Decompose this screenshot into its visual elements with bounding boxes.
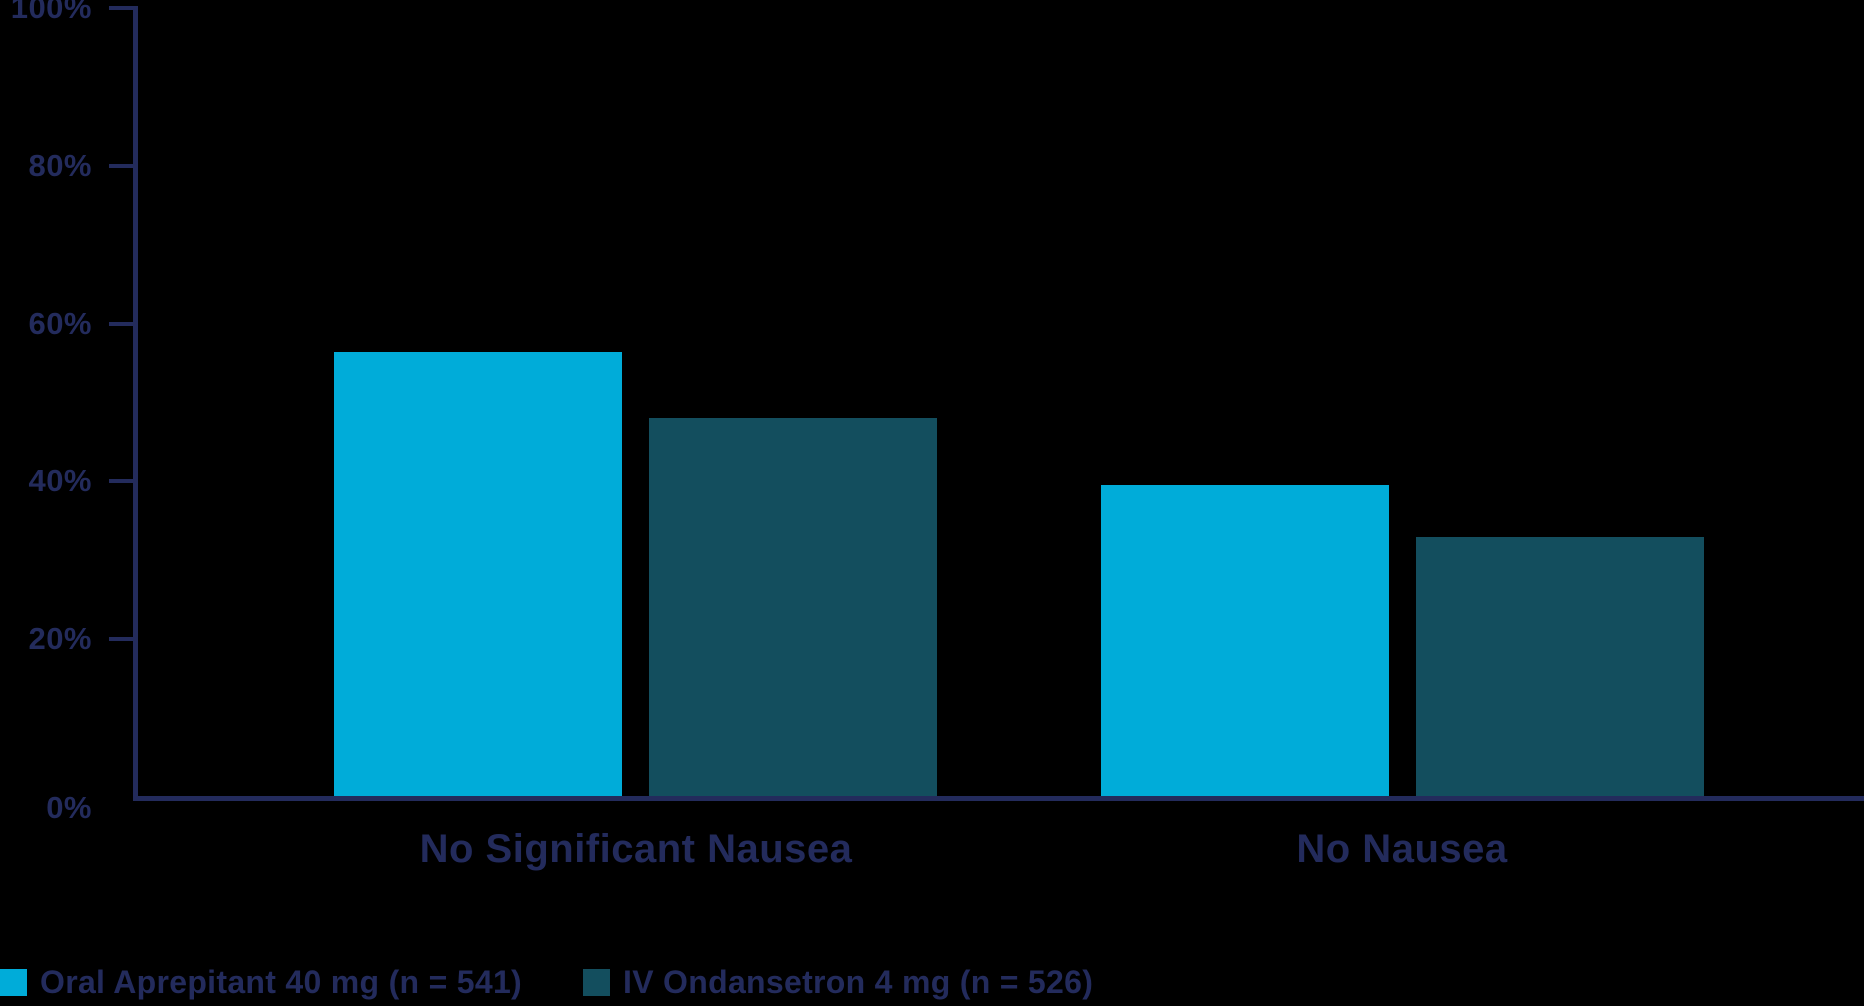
y-axis-tick bbox=[109, 321, 133, 326]
category-label-no-significant-nausea: No Significant Nausea bbox=[419, 827, 853, 871]
y-axis-tick-label: 0% bbox=[46, 790, 92, 825]
y-axis-tick-label: 80% bbox=[28, 147, 92, 183]
y-axis-tick bbox=[109, 6, 133, 10]
y-axis-tick-label: 40% bbox=[28, 463, 92, 499]
x-axis-line bbox=[133, 796, 1864, 801]
bar-series0-category1 bbox=[1100, 484, 1389, 797]
y-axis-tick-label: 20% bbox=[28, 621, 92, 657]
y-axis-tick-label: 60% bbox=[28, 305, 92, 341]
legend: Oral Aprepitant 40 mg (n = 541) IV Ondan… bbox=[0, 964, 1093, 1001]
y-axis-tick-label: 100% bbox=[10, 0, 92, 25]
legend-item-aprepitant: Oral Aprepitant 40 mg (n = 541) bbox=[0, 964, 522, 1001]
y-axis-tick bbox=[109, 163, 133, 168]
bar-series0-category0 bbox=[334, 352, 622, 797]
legend-label-aprepitant: Oral Aprepitant 40 mg (n = 541) bbox=[40, 964, 523, 1000]
legend-swatch-aprepitant bbox=[0, 969, 27, 996]
bar-series1-category0 bbox=[649, 418, 937, 797]
legend-item-ondansetron: IV Ondansetron 4 mg (n = 526) bbox=[583, 964, 1093, 1001]
legend-label-ondansetron: IV Ondansetron 4 mg (n = 526) bbox=[623, 964, 1094, 1000]
category-label-no-nausea: No Nausea bbox=[1296, 827, 1508, 871]
legend-swatch-ondansetron bbox=[583, 969, 611, 996]
y-axis-tick bbox=[109, 479, 133, 484]
bar-series1-category1 bbox=[1415, 536, 1704, 797]
y-axis-line bbox=[133, 6, 138, 801]
y-axis-tick bbox=[109, 637, 133, 642]
